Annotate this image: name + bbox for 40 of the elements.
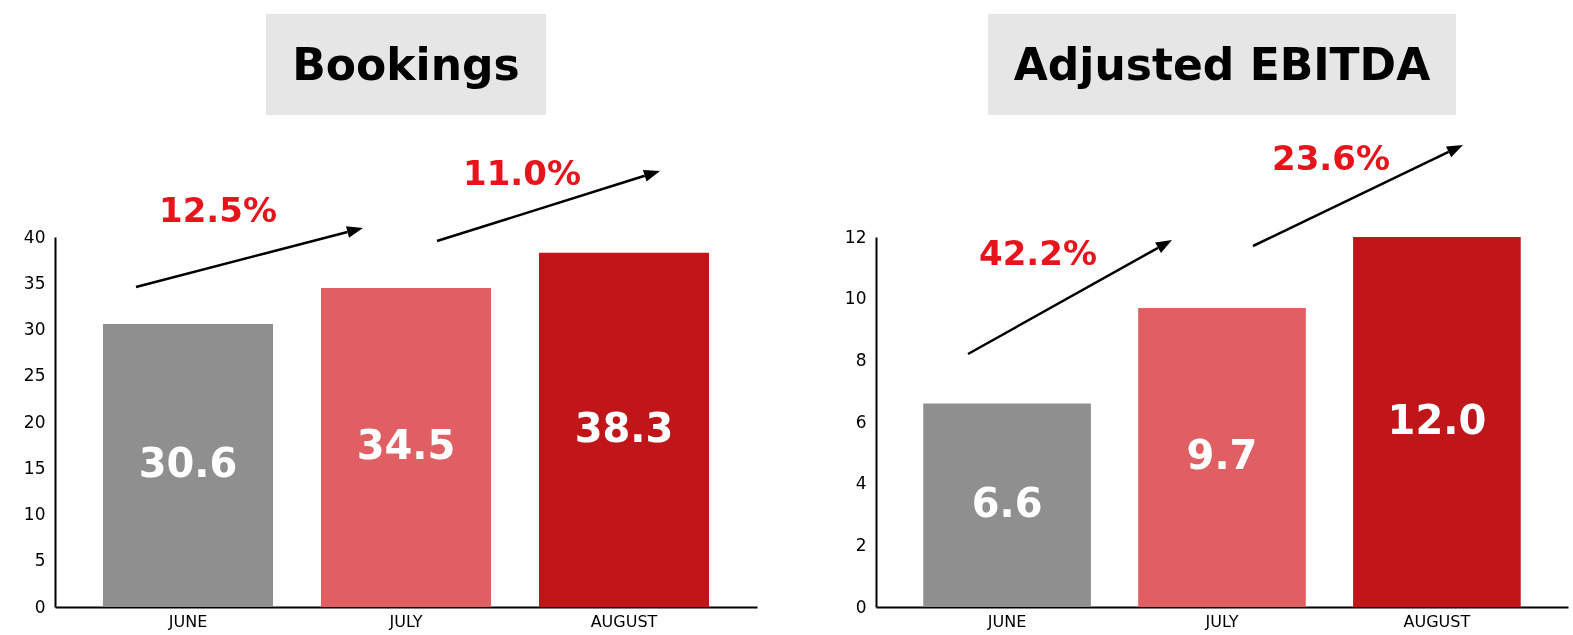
chart-title: Adjusted EBITDA xyxy=(987,14,1457,115)
chart-title: Bookings xyxy=(266,14,546,115)
bar xyxy=(1138,307,1306,607)
text: 23.6% xyxy=(1272,138,1390,178)
bar xyxy=(538,252,710,607)
y-tick-label: 20 xyxy=(23,411,46,432)
x-tick-label: JULY xyxy=(1204,611,1239,631)
data-label: 34.5 xyxy=(356,422,456,469)
x-tick-label: AUGUST xyxy=(590,611,658,631)
annotation: 42.2% xyxy=(979,233,1097,273)
y-tick-label: 8 xyxy=(855,349,867,370)
bar xyxy=(1353,237,1521,607)
text: 12.5% xyxy=(159,190,277,230)
text: 11.0% xyxy=(463,153,581,193)
y-tick-label: 4 xyxy=(855,473,867,494)
x-tick-label: JUNE xyxy=(167,611,208,631)
y-tick-label: 25 xyxy=(23,365,46,386)
data-label: 12.0 xyxy=(1387,397,1487,443)
y-tick-label: 0 xyxy=(855,596,867,617)
y-tick-label: 10 xyxy=(23,504,46,524)
data-label: 38.3 xyxy=(574,404,674,451)
bar xyxy=(320,287,492,607)
bar xyxy=(923,403,1091,607)
x-tick-label: AUGUST xyxy=(1403,611,1471,631)
y-tick-label: 10 xyxy=(844,288,867,309)
data-label: 9.7 xyxy=(1186,432,1258,479)
y-tick-label: 40 xyxy=(23,226,46,247)
data-label: 30.6 xyxy=(138,440,238,487)
x-tick-label: JUNE xyxy=(986,611,1027,631)
y-tick-label: 6 xyxy=(855,411,867,432)
y-tick-label: 12 xyxy=(844,226,867,247)
data-label: 6.6 xyxy=(971,480,1043,527)
x-tick-label: JULY xyxy=(388,611,423,631)
y-tick-label: 30 xyxy=(23,319,46,339)
y-tick-label: 35 xyxy=(23,272,46,293)
bar xyxy=(102,323,274,607)
y-tick-label: 0 xyxy=(34,596,46,617)
y-tick-label: 15 xyxy=(23,457,46,478)
y-tick-label: 2 xyxy=(855,534,867,555)
y-tick-label: 5 xyxy=(34,550,46,571)
